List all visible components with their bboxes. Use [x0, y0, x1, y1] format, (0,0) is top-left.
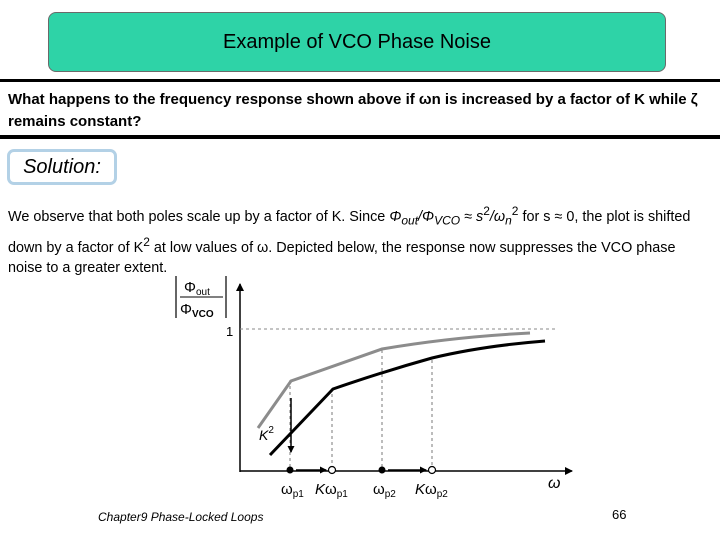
- tick-dot-kwp1: [327, 465, 337, 475]
- tick-dot-wp2: [378, 466, 386, 474]
- page-number: 66: [612, 507, 627, 522]
- body-vco-sub: VCO: [434, 213, 461, 228]
- body-sup-1: 2: [483, 204, 490, 218]
- y-label-denominator: ΦVCO: [180, 301, 214, 320]
- tick-label-wp1: ωp1: [281, 481, 304, 500]
- tick-label-wp2: ωp2: [373, 481, 396, 500]
- tick-dot-wp1: [286, 466, 294, 474]
- body-n-sub: n: [505, 213, 512, 228]
- body-part-4: for s ≈ 0, the plot is shifted down by a…: [8, 208, 691, 256]
- body-phi: Φ: [389, 208, 402, 225]
- y-tick-1: 1: [226, 324, 233, 339]
- body-out-sub: out: [401, 213, 419, 228]
- slide-title-box: Example of VCO Phase Noise: [48, 12, 666, 72]
- question-divider: [0, 135, 720, 139]
- body-slash-phi: /Φ: [418, 208, 435, 225]
- y-label-numerator: Φout: [184, 279, 210, 298]
- shifted-response-curve: [268, 339, 546, 457]
- tick-label-kwp2: Kωp2: [415, 481, 448, 500]
- solution-box: Solution:: [7, 149, 117, 185]
- solution-text: We observe that both poles scale up by a…: [8, 201, 712, 279]
- body-sup-2: 2: [511, 204, 519, 218]
- original-response-curve: [256, 331, 531, 429]
- x-axis-label: ω: [548, 475, 560, 492]
- footer-chapter: Chapter9 Phase-Locked Loops: [98, 510, 264, 524]
- tick-label-kwp1: Kωp1: [315, 481, 348, 500]
- question-text: What happens to the frequency response s…: [8, 91, 698, 130]
- body-part-2: ≈ s: [460, 208, 484, 225]
- solution-label: Solution:: [23, 155, 101, 178]
- body-part-5: at low values of ω. Depicted below, the …: [8, 239, 676, 277]
- slide-title: Example of VCO Phase Noise: [223, 30, 491, 53]
- shift-label: K2: [259, 425, 274, 443]
- y-axis-label: Φout ΦVCO: [175, 276, 227, 320]
- body-part-1: We observe that both poles scale up by a…: [8, 208, 390, 225]
- body-part-3: /ω: [489, 208, 506, 225]
- tick-dot-kwp2: [427, 465, 437, 475]
- top-divider: [0, 79, 720, 82]
- body-sup-3: 2: [143, 234, 150, 249]
